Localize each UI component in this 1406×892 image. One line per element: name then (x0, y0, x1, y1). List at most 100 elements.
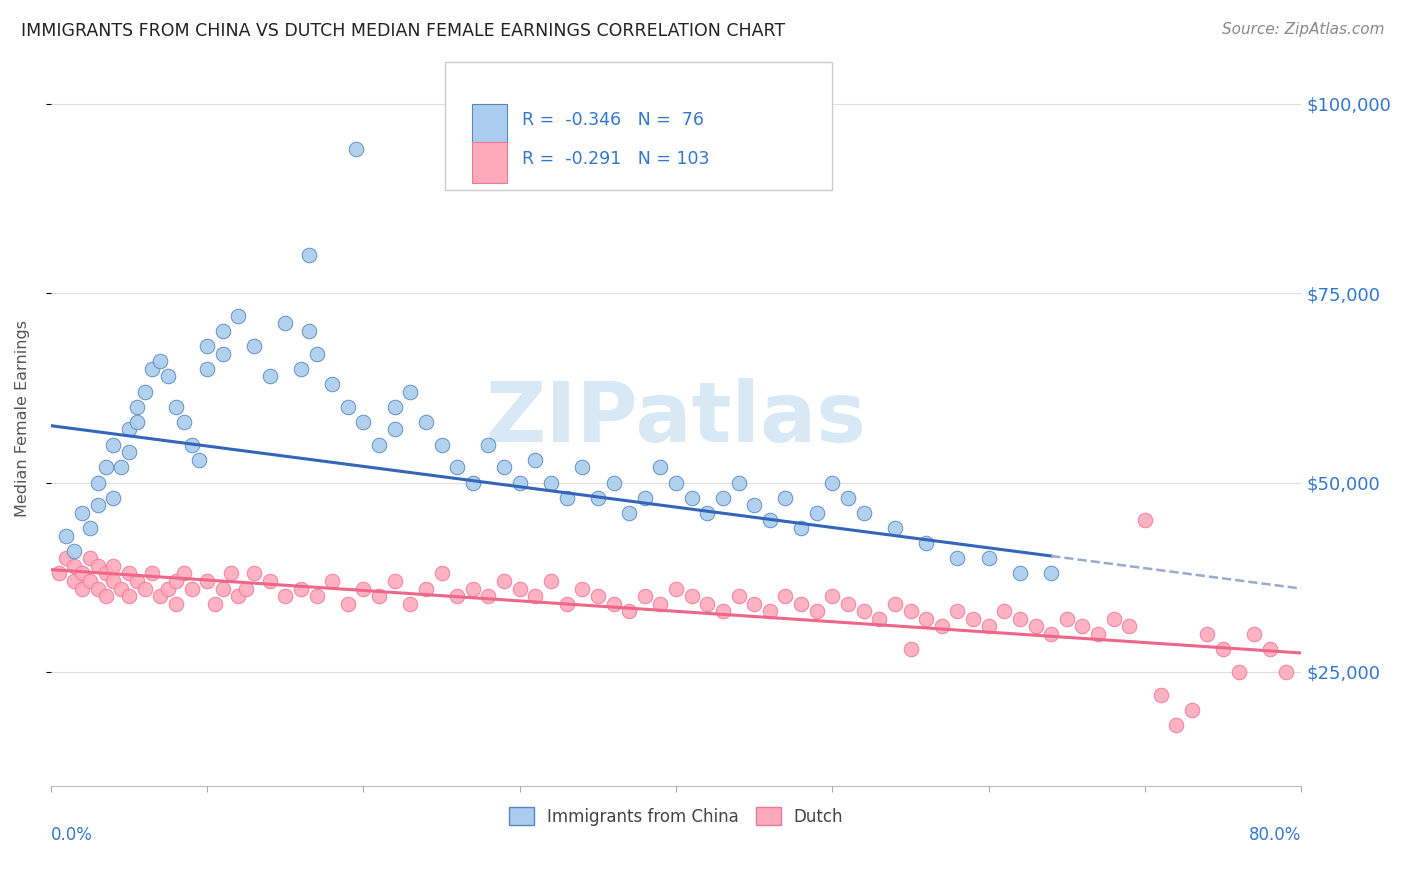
Text: R =  -0.346   N =  76: R = -0.346 N = 76 (522, 111, 704, 129)
Point (63, 558, 86, 573)
Point (344, 142, 367, 156)
Point (1133, 513, 1156, 527)
Point (243, 339, 266, 353)
Point (711, 835, 734, 849)
Point (1040, 627, 1063, 641)
Point (79, 521, 101, 535)
Point (727, 475, 749, 490)
Point (509, 582, 531, 596)
Point (665, 582, 688, 596)
Point (586, 491, 609, 505)
Point (290, 582, 312, 596)
Point (173, 415, 195, 429)
Point (415, 582, 437, 596)
Point (368, 589, 391, 603)
Point (617, 604, 640, 618)
Point (298, 324, 321, 338)
Point (1087, 627, 1109, 641)
Point (94, 589, 117, 603)
Text: 0.0%: 0.0% (51, 826, 93, 844)
Point (946, 604, 969, 618)
Point (540, 475, 562, 490)
Point (1197, 627, 1219, 641)
Point (399, 597, 422, 611)
Point (298, 248, 321, 262)
Point (540, 574, 562, 588)
Point (1102, 612, 1125, 626)
Point (228, 309, 250, 323)
Point (103, 437, 125, 451)
Point (1118, 619, 1140, 633)
Point (125, 415, 148, 429)
Point (87, 582, 110, 596)
Point (915, 612, 938, 626)
Point (165, 574, 187, 588)
Point (1025, 619, 1047, 633)
FancyBboxPatch shape (444, 62, 832, 190)
Point (274, 589, 297, 603)
Point (1008, 612, 1031, 626)
Point (430, 566, 453, 581)
Point (461, 475, 484, 490)
Point (368, 437, 391, 451)
Point (259, 574, 281, 588)
Point (742, 597, 765, 611)
Point (681, 491, 703, 505)
Point (634, 589, 657, 603)
Point (204, 597, 226, 611)
Point (524, 452, 547, 467)
Point (384, 400, 406, 414)
Point (1071, 619, 1094, 633)
Point (494, 574, 516, 588)
Bar (472, 142, 508, 183)
Point (775, 589, 797, 603)
Point (110, 460, 132, 475)
Point (1056, 612, 1078, 626)
Point (742, 498, 765, 512)
Point (1181, 703, 1204, 717)
Point (727, 589, 749, 603)
Point (993, 604, 1015, 618)
Point (48, 566, 70, 581)
Point (180, 582, 202, 596)
Point (87, 498, 110, 512)
Point (650, 460, 672, 475)
Point (711, 604, 734, 618)
Point (617, 506, 640, 520)
Point (1212, 642, 1234, 657)
Legend: Immigrants from China, Dutch: Immigrants from China, Dutch (502, 801, 851, 832)
Point (118, 445, 141, 459)
Point (55, 551, 77, 566)
Point (87, 558, 110, 573)
Text: Source: ZipAtlas.com: Source: ZipAtlas.com (1222, 22, 1385, 37)
Text: ZIPatlas: ZIPatlas (485, 377, 866, 458)
Point (228, 589, 250, 603)
Point (55, 528, 77, 542)
Point (711, 491, 734, 505)
Point (665, 475, 688, 490)
Point (571, 582, 593, 596)
Point (477, 589, 499, 603)
Point (806, 604, 828, 618)
Point (977, 619, 1000, 633)
Point (1166, 718, 1188, 732)
Point (305, 347, 328, 361)
Point (87, 475, 110, 490)
Point (852, 506, 875, 520)
Point (149, 354, 172, 368)
Point (1227, 665, 1250, 679)
Point (274, 317, 297, 331)
Point (235, 582, 257, 596)
Point (165, 400, 187, 414)
Point (125, 400, 148, 414)
Point (118, 566, 141, 581)
Point (141, 566, 163, 581)
Point (1274, 665, 1296, 679)
Point (103, 491, 125, 505)
Point (790, 521, 813, 535)
Point (103, 574, 125, 588)
Point (259, 369, 281, 384)
Point (821, 589, 844, 603)
Point (790, 597, 813, 611)
Text: 80.0%: 80.0% (1249, 826, 1302, 844)
